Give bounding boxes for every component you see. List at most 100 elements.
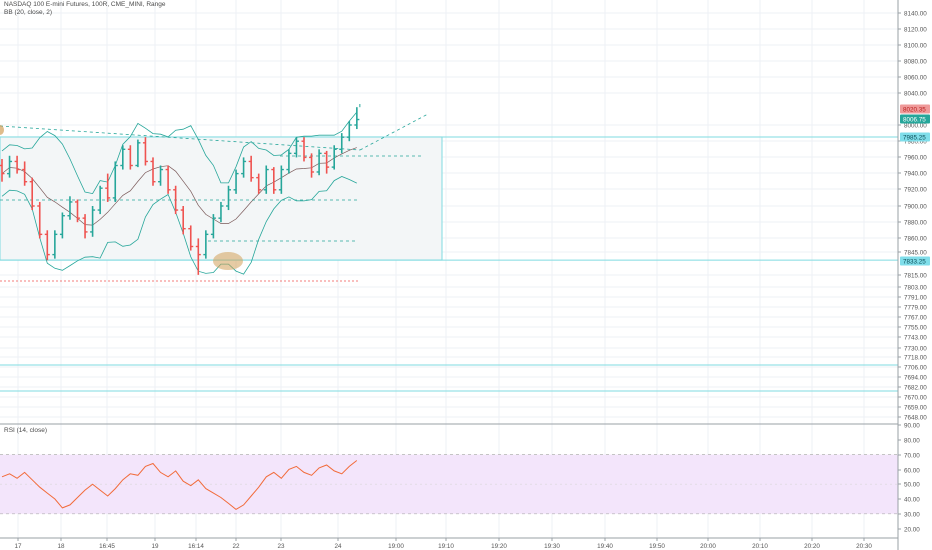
time-tick-label: 17 xyxy=(14,543,22,550)
price-tick-label: 7960.00 xyxy=(904,154,927,161)
price-tick-label: 7900.00 xyxy=(904,203,927,210)
time-tick-label: 24 xyxy=(334,543,342,550)
ohlc-bar xyxy=(203,230,209,259)
ohlc-bar xyxy=(226,185,231,211)
ohlc-bar xyxy=(90,206,96,237)
ohlc-bar xyxy=(29,177,35,211)
time-tick-label: 18 xyxy=(57,543,65,550)
marker-edge xyxy=(0,125,4,135)
ohlc-bar xyxy=(309,153,315,178)
price-tick-label: 7648.00 xyxy=(904,414,927,421)
time-tick-label: 20:00 xyxy=(700,543,716,550)
rsi-band xyxy=(0,454,898,514)
ohlc-bar xyxy=(293,137,299,158)
time-tick-label: 19 xyxy=(151,543,159,550)
price-badge: 7985.25 xyxy=(900,132,930,142)
price-bars xyxy=(0,104,361,275)
rsi-indicator-label[interactable]: RSI (14, close) xyxy=(4,427,47,434)
ohlc-bar xyxy=(44,230,50,261)
ohlc-bar xyxy=(7,155,13,178)
rsi-axis: 90.00 80.00 70.00 60.00 50.00 40.00 30.00 20.00 xyxy=(898,422,920,533)
price-tick-label: 7940.00 xyxy=(904,170,927,177)
ohlc-bar xyxy=(112,161,118,202)
range-boxes xyxy=(0,136,898,392)
rsi-tick-label: 60.00 xyxy=(904,467,920,474)
ohlc-bar xyxy=(346,120,352,142)
ohlc-bar xyxy=(0,159,5,182)
price-tick-label: 8100.00 xyxy=(904,42,927,49)
time-tick-label: 19:30 xyxy=(544,543,560,550)
ohlc-bar xyxy=(22,161,28,186)
price-tick-label: 7880.00 xyxy=(904,219,927,226)
price-tick-label: 8080.00 xyxy=(904,58,927,65)
ohlc-bar xyxy=(59,212,65,239)
time-tick-label: 20:30 xyxy=(856,543,872,550)
price-badge-bg xyxy=(900,104,930,114)
ohlc-bar xyxy=(324,150,330,174)
price-badge: 8006.75 xyxy=(900,114,930,124)
price-tick-label: 8040.00 xyxy=(904,90,927,97)
low-marker-ellipse[interactable] xyxy=(213,252,243,270)
time-tick-label: 16:45 xyxy=(99,543,115,550)
ohlc-bar xyxy=(127,145,133,170)
time-tick-label: 16:14 xyxy=(188,543,204,550)
ohlc-bar xyxy=(75,199,80,223)
time-tick-label: 19:00 xyxy=(388,543,404,550)
price-tick-label: 7980.00 xyxy=(904,138,927,145)
ohlc-bar xyxy=(52,230,58,259)
ohlc-bar xyxy=(354,107,360,130)
time-tick-label: 20:20 xyxy=(804,543,820,550)
time-tick-label: 23 xyxy=(277,543,285,550)
bb-lower-band xyxy=(1,176,357,275)
ohlc-bar xyxy=(120,145,126,170)
price-tick-label: 8060.00 xyxy=(904,74,927,81)
price-badge: 8020.35 xyxy=(900,104,930,114)
dashed-levels xyxy=(0,113,429,282)
trend-line xyxy=(359,113,429,151)
rsi-tick-label: 40.00 xyxy=(904,496,920,503)
rsi-tick-label: 70.00 xyxy=(904,452,920,459)
ohlc-bar xyxy=(339,133,345,154)
rsi-pane xyxy=(0,454,898,515)
time-axis: 17 18 16:45 19 16:14 22 23 24 19:00 19:10 19:20 19:… xyxy=(14,538,872,550)
trend-line xyxy=(0,125,361,151)
price-badge-bg xyxy=(900,132,930,142)
ohlc-bar xyxy=(97,185,103,215)
price-tick-label: 7682.00 xyxy=(904,384,927,391)
ohlc-bar xyxy=(210,214,216,239)
rsi-tick-label: 80.00 xyxy=(904,437,920,444)
time-tick-label: 20:10 xyxy=(752,543,768,550)
bb-upper-band xyxy=(1,111,358,195)
ohlc-bar xyxy=(165,165,171,194)
price-tick-label: 8000.00 xyxy=(904,122,927,129)
ohlc-bar xyxy=(263,165,269,194)
ohlc-bar xyxy=(82,214,88,239)
bollinger-bands xyxy=(1,111,358,275)
ohlc-bar xyxy=(180,206,186,235)
ohlc-bar xyxy=(158,165,164,186)
time-tick-label: 19:20 xyxy=(491,543,507,550)
time-tick-label: 22 xyxy=(232,543,240,550)
price-tick-label: 7779.00 xyxy=(904,304,927,311)
ohlc-bar xyxy=(218,201,224,223)
price-axis: 8140.00 8120.00 8100.00 8080.00 8060.00 8040.… xyxy=(897,0,930,550)
price-tick-label: 7743.00 xyxy=(904,334,927,341)
price-tick-label: 7860.00 xyxy=(904,235,927,242)
price-tick-label: 8140.00 xyxy=(904,10,927,17)
price-tick-label: 7791.00 xyxy=(904,294,927,301)
rsi-tick-label: 20.00 xyxy=(904,526,920,533)
price-badge-label: 7985.25 xyxy=(903,134,926,141)
bb-indicator-label[interactable]: BB (20, close, 2) xyxy=(4,9,53,16)
price-tick-label: 7730.00 xyxy=(904,345,927,352)
ohlc-bar xyxy=(301,137,307,162)
ohlc-bar xyxy=(278,165,284,194)
rsi-line xyxy=(1,460,358,511)
price-tick-label: 7659.00 xyxy=(904,404,927,411)
ohlc-bar xyxy=(37,201,43,239)
price-badge: 7833.25 xyxy=(900,256,930,266)
chart-title: NASDAQ 100 E-mini Futures, 100R, CME_MIN… xyxy=(4,1,166,8)
price-tick-label: 8120.00 xyxy=(904,26,927,33)
ohlc-bar xyxy=(105,173,111,202)
bb-basis-line xyxy=(1,147,357,226)
